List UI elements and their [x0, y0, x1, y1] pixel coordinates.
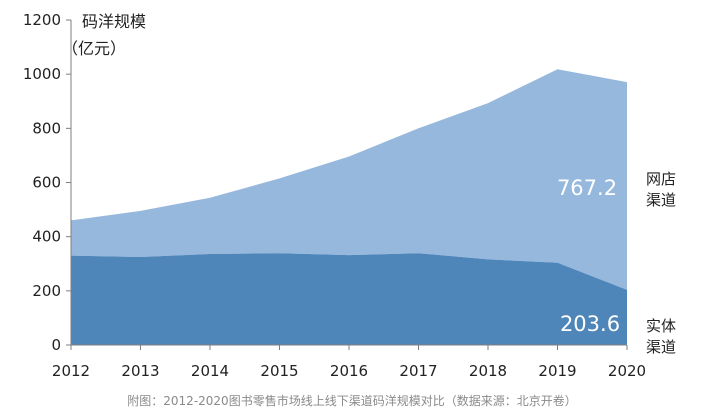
y-tick-label: 600: [32, 174, 61, 192]
legend-physical-line2: 渠道: [646, 338, 676, 356]
x-tick-label: 2012: [52, 362, 90, 380]
area-series-online: [71, 69, 627, 290]
data-label-online-2020: 767.2: [557, 176, 617, 200]
x-tick-label: 2018: [469, 362, 507, 380]
y-tick-labels: 0 200 400 600 800 1000 1200: [23, 11, 61, 354]
x-tick-label: 2014: [191, 362, 229, 380]
x-tick-label: 2013: [121, 362, 159, 380]
legend-online-line1: 网店: [646, 170, 676, 188]
x-tick-label: 2020: [608, 362, 646, 380]
y-tick-label: 1000: [23, 65, 61, 83]
area-series-physical: [71, 253, 627, 345]
data-label-physical-2020: 203.6: [560, 312, 620, 336]
y-tick-label: 400: [32, 228, 61, 246]
legend-physical-line1: 实体: [646, 317, 676, 335]
y-tick-label: 0: [51, 336, 61, 354]
legend-online-line2: 渠道: [646, 191, 676, 209]
chart-caption: 附图：2012-2020图书零售市场线上线下渠道码洋规模对比（数据来源：北京开卷…: [127, 393, 576, 408]
y-axis-label: 码洋规模: [82, 12, 146, 31]
chart-areas: [71, 69, 627, 345]
x-tick-label: 2017: [399, 362, 437, 380]
x-tick-label: 2015: [260, 362, 298, 380]
y-axis-unit: （亿元）: [62, 39, 126, 58]
y-tick-label: 200: [32, 282, 61, 300]
y-tick-label: 800: [32, 119, 61, 137]
x-tick-labels: 2012 2013 2014 2015 2016 2017 2018 2019 2020: [52, 362, 646, 380]
y-tick-label: 1200: [23, 11, 61, 29]
x-tick-label: 2016: [330, 362, 368, 380]
x-tick-label: 2019: [538, 362, 576, 380]
chart-axes: [66, 19, 628, 350]
